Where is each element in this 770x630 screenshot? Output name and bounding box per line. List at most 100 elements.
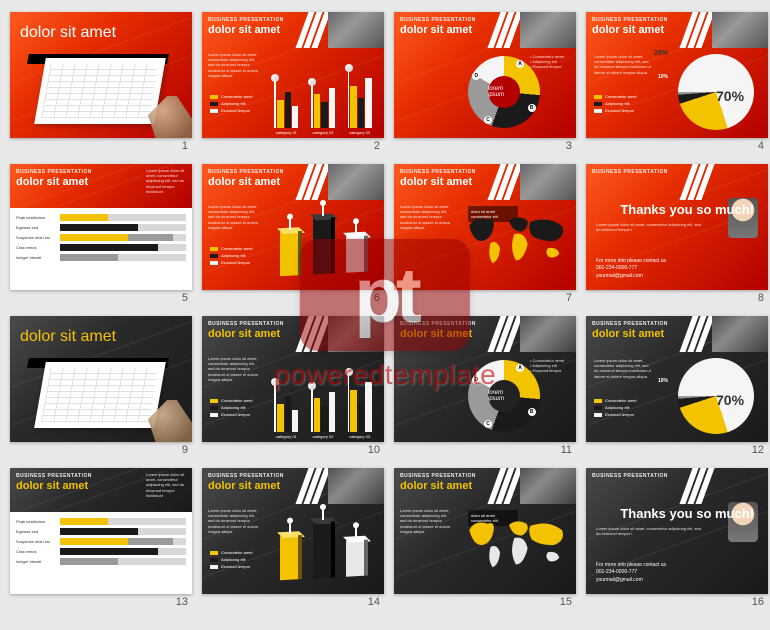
slide-thumbnail-12[interactable]: BUSINESS PRESENTATION dolor sit amet Lor… xyxy=(586,316,768,442)
donut-center: lorem ipsum xyxy=(488,380,520,412)
bar-chart: category 01 category 02 category 03 xyxy=(268,366,378,432)
donut-marker: B xyxy=(528,104,536,112)
slide-grid: dolor sit amet 1 BUSINESS PRESENTATION d… xyxy=(0,0,770,620)
slide-header: BUSINESS PRESENTATION dolor sit amet xyxy=(202,12,384,48)
bar-group: category 03 xyxy=(348,70,372,128)
category-label: category 03 xyxy=(349,434,370,439)
hbar-track xyxy=(60,224,186,231)
thanks-message: Thanks you so much! xyxy=(596,506,754,521)
hbar-fill xyxy=(60,538,128,545)
slide-header: BUSINESS PRESENTATION dolor sit amet xyxy=(394,12,576,48)
bar xyxy=(292,106,298,128)
slide-number: 9 xyxy=(10,444,192,456)
slide-thumbnail-13[interactable]: BUSINESS PRESENTATIONdolor sit amet Lore… xyxy=(10,468,192,594)
biz-label: BUSINESS PRESENTATION xyxy=(592,321,686,327)
slide-header: BUSINESS PRESENTATION dolor sit amet xyxy=(202,164,384,200)
legend-item: Consectetur amet xyxy=(210,94,253,99)
slide-thumbnail-1[interactable]: dolor sit amet xyxy=(10,12,192,138)
hbar-track xyxy=(60,234,186,241)
hbar-fill xyxy=(60,254,118,261)
pie-label-70: 70% xyxy=(716,392,744,408)
bar xyxy=(365,78,371,128)
pie-chart: 70% 25% 10% xyxy=(678,54,754,130)
slide-thumbnail-5[interactable]: BUSINESS PRESENTATIONdolor sit amet Lore… xyxy=(10,164,192,290)
bar xyxy=(365,382,371,432)
slide-header: BUSINESS PRESENTATION dolor sit amet xyxy=(394,316,576,352)
pie-text: Lorem ipsum dolor sit amet, consectetur … xyxy=(594,54,652,75)
donut-marker: D xyxy=(472,376,480,384)
contact-info: For more info please contact us001-234-0… xyxy=(596,562,666,585)
hbar-row: Suspense nesh rus xyxy=(16,538,186,545)
header-photo xyxy=(328,316,384,352)
slide-number: 8 xyxy=(586,292,768,304)
pin-marker xyxy=(274,80,276,128)
legend-item: Adipiscing elit xyxy=(210,253,253,258)
hbar-row: Integer blandit xyxy=(16,254,186,261)
slide-thumbnail-15[interactable]: BUSINESS PRESENTATION dolor sit amet Lor… xyxy=(394,468,576,594)
category-label: category 01 xyxy=(276,130,297,135)
legend-item: Consectetur amet xyxy=(594,398,637,403)
slide-title: dolor sit amet xyxy=(400,24,494,36)
hbar-label: Egestas sed xyxy=(16,529,60,534)
pin-marker xyxy=(311,388,313,432)
hbar-track xyxy=(60,518,186,525)
donut-notes: • Consectetur amet• Adipiscing elit• Eiu… xyxy=(530,54,570,70)
bar xyxy=(314,398,320,432)
header-photo xyxy=(328,12,384,48)
slide-number: 7 xyxy=(394,292,576,304)
bar xyxy=(321,102,327,128)
slide-thumbnail-10[interactable]: BUSINESS PRESENTATION dolor sit amet Lor… xyxy=(202,316,384,442)
slide-thumbnail-2[interactable]: BUSINESS PRESENTATION dolor sit amet Lor… xyxy=(202,12,384,138)
legend-item: Eiusmod tempor xyxy=(210,412,253,417)
slide-thumbnail-11[interactable]: BUSINESS PRESENTATION dolor sit amet lor… xyxy=(394,316,576,442)
slide-title: dolor sit amet xyxy=(400,176,494,188)
bar3d xyxy=(313,522,331,579)
bar-group: category 03 xyxy=(348,374,372,432)
slide-thumbnail-6[interactable]: BUSINESS PRESENTATION dolor sit amet Lor… xyxy=(202,164,384,290)
hbar-label: Integer blandit xyxy=(16,255,60,260)
slide-title: dolor sit amet xyxy=(400,480,494,492)
hbar-row: Phak vestibulum xyxy=(16,518,186,525)
donut-marker: C xyxy=(484,116,492,124)
slide-header: BUSINESS PRESENTATION dolor sit amet xyxy=(202,316,384,352)
header-photo xyxy=(712,316,768,352)
hbar-fill xyxy=(60,214,108,221)
donut-notes: • Consectetur amet• Adipiscing elit• Eiu… xyxy=(530,358,570,374)
bar3d xyxy=(346,236,364,273)
bar xyxy=(314,94,320,128)
biz-label: BUSINESS PRESENTATION xyxy=(208,169,302,175)
thanks-message: Thanks you so much! xyxy=(596,202,754,217)
slide-thumbnail-7[interactable]: BUSINESS PRESENTATION dolor sit amet Lor… xyxy=(394,164,576,290)
legend-item: Adipiscing elit xyxy=(210,557,253,562)
hbar-label: Cras metus xyxy=(16,549,60,554)
world-map xyxy=(464,210,570,274)
header-text: Lorem ipsum dolor sit amet, consectetur … xyxy=(146,168,188,194)
hbar-track xyxy=(60,538,186,545)
body-text: Lorem ipsum dolor sit amet, consectetur … xyxy=(208,204,262,230)
slide-title: dolor sit amet xyxy=(592,24,686,36)
pin-marker xyxy=(311,84,313,128)
legend-item: Eiusmod tempor xyxy=(210,564,253,569)
donut-marker: A xyxy=(516,364,524,372)
legend: Consectetur amet Adipiscing elit Eiusmod… xyxy=(210,398,253,417)
slide-thumbnail-8[interactable]: BUSINESS PRESENTATION Thanks you so much… xyxy=(586,164,768,290)
biz-label: BUSINESS PRESENTATION xyxy=(208,17,302,23)
slide-header: BUSINESS PRESENTATIONdolor sit amet Lore… xyxy=(10,164,192,208)
slide-header: BUSINESS PRESENTATION dolor sit amet xyxy=(586,316,768,352)
slide-thumbnail-3[interactable]: BUSINESS PRESENTATION dolor sit amet lor… xyxy=(394,12,576,138)
slide-thumbnail-16[interactable]: BUSINESS PRESENTATION Thanks you so much… xyxy=(586,468,768,594)
slide-header: BUSINESS PRESENTATION xyxy=(586,164,768,200)
hbar-fill xyxy=(60,234,128,241)
pin-marker xyxy=(274,384,276,432)
hbar-fill xyxy=(60,548,158,555)
slide-thumbnail-14[interactable]: BUSINESS PRESENTATION dolor sit amet Lor… xyxy=(202,468,384,594)
bar3d xyxy=(280,231,298,276)
legend-item: Eiusmod tempor xyxy=(210,260,253,265)
slide-thumbnail-9[interactable]: dolor sit amet xyxy=(10,316,192,442)
hbar-track xyxy=(60,214,186,221)
bar xyxy=(292,410,298,432)
slide-number: 3 xyxy=(394,140,576,152)
slide-thumbnail-4[interactable]: BUSINESS PRESENTATION dolor sit amet Lor… xyxy=(586,12,768,138)
pin-marker xyxy=(348,374,350,432)
bar xyxy=(277,100,283,128)
